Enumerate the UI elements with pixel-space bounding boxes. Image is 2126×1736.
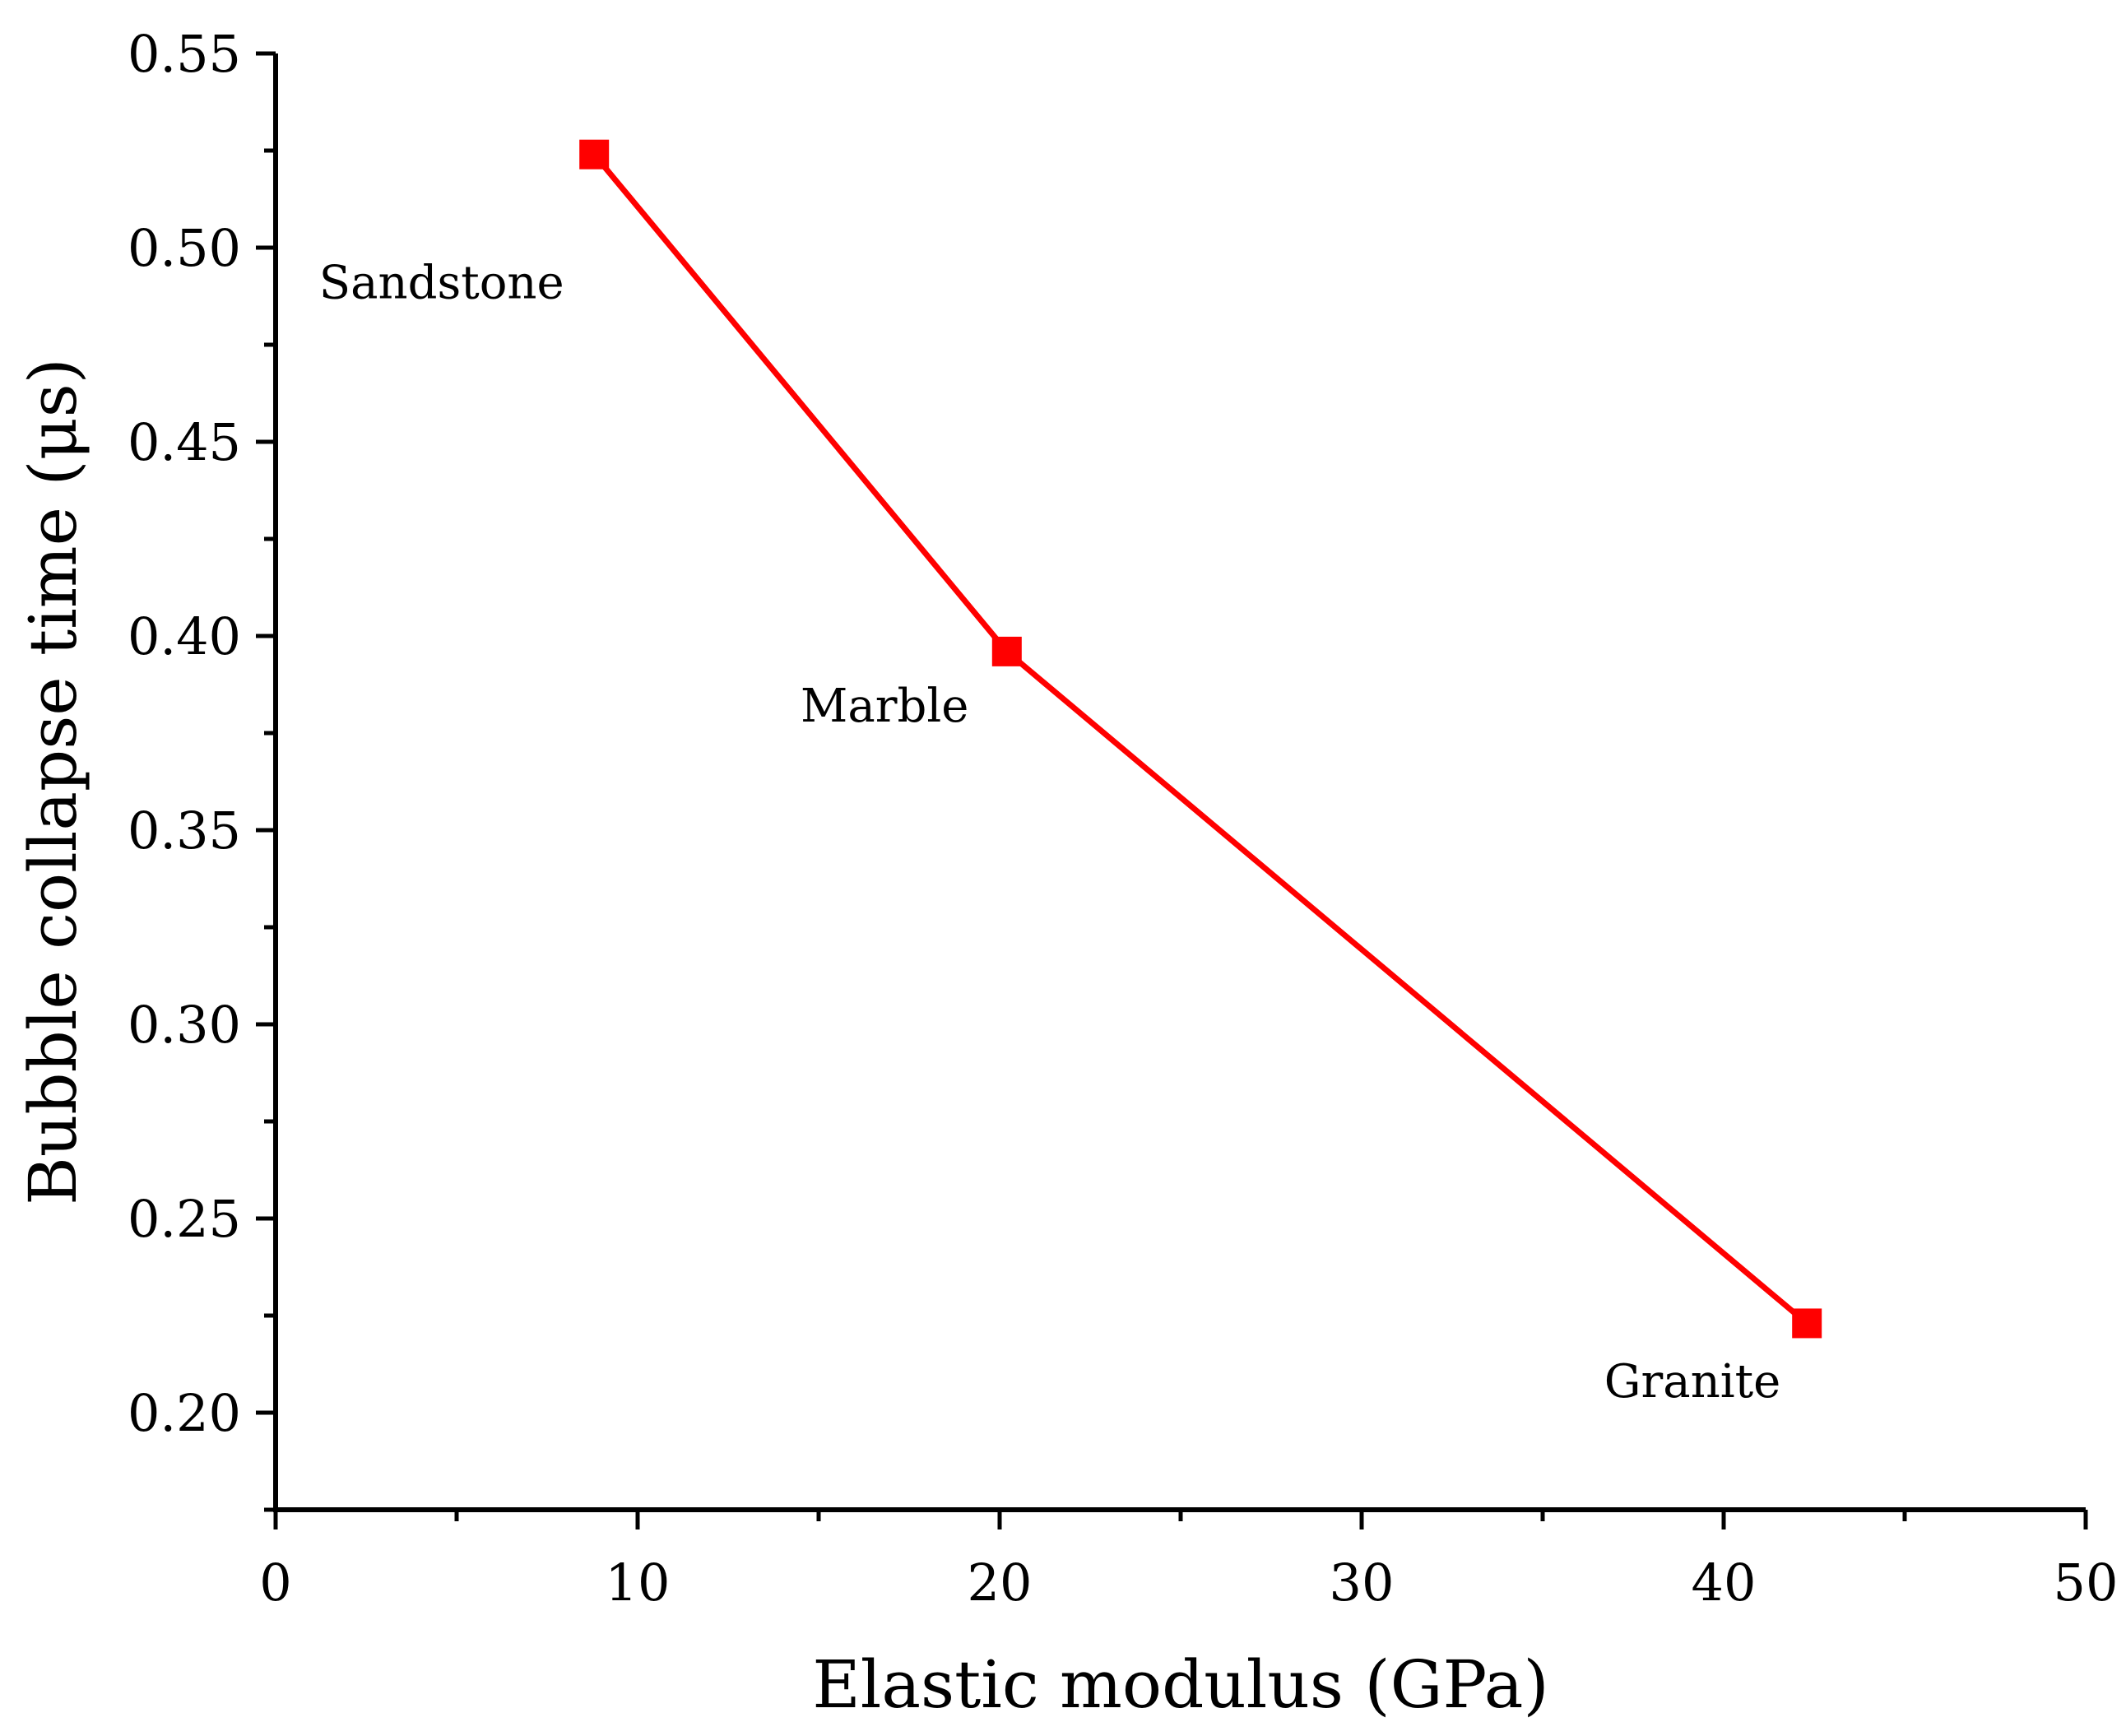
y-tick-label: 0.35 <box>128 801 241 861</box>
y-tick-label: 0.40 <box>128 606 241 666</box>
x-tick-label: 10 <box>606 1553 671 1613</box>
tick-labels: 0 10 20 30 40 50 0.20 0.25 0.30 0.35 0.40 0.45 0.50 0… <box>128 24 2119 1613</box>
x-axis-title: Elastic modulus (GPa) <box>812 1646 1548 1723</box>
y-tick-label: 0.50 <box>128 218 241 278</box>
x-tick-label: 50 <box>2054 1553 2119 1613</box>
y-tick-label: 0.30 <box>128 995 241 1055</box>
y-tick-label: 0.55 <box>128 24 241 84</box>
y-tick-label: 0.20 <box>128 1383 241 1443</box>
data-point-marker <box>991 636 1022 666</box>
data-point-marker <box>579 139 610 169</box>
annotations: Sandstone Marble Granite <box>319 256 1781 1409</box>
x-tick-label: 0 <box>259 1553 291 1613</box>
point-annotation: Marble <box>801 680 968 733</box>
x-tick-label: 30 <box>1330 1553 1395 1613</box>
y-tick-label: 0.25 <box>128 1189 241 1249</box>
point-annotation: Granite <box>1604 1355 1781 1409</box>
y-axis-title: Bubble collapse time (μs) <box>15 358 91 1205</box>
y-tick-label: 0.45 <box>128 412 241 472</box>
data-point-marker <box>1792 1308 1822 1339</box>
point-annotation: Sandstone <box>319 256 564 309</box>
series-line <box>592 152 1809 1326</box>
x-tick-label: 40 <box>1692 1553 1757 1613</box>
tick-marks <box>256 51 2088 1529</box>
series <box>579 139 1822 1339</box>
x-tick-label: 20 <box>968 1553 1033 1613</box>
